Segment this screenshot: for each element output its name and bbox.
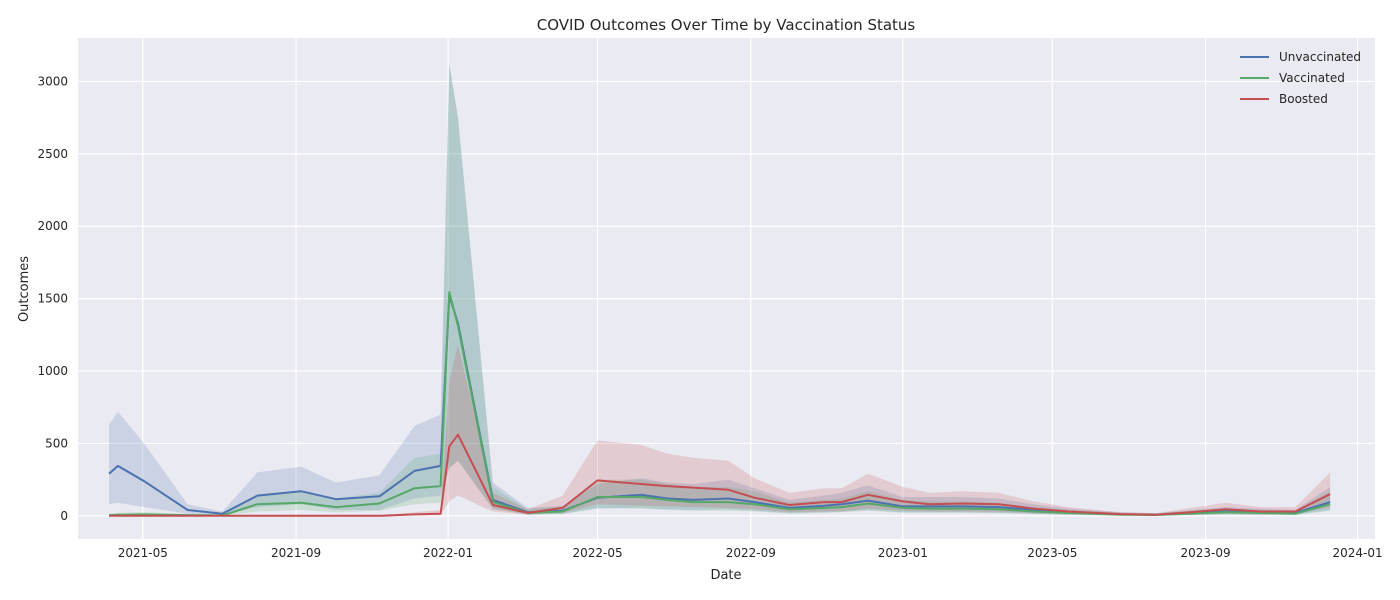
x-tick-label: 2022-05 (572, 546, 622, 560)
x-axis-ticks: 2021-05 2021-09 2022-01 2022-05 2022-09 2023-… (118, 546, 1383, 560)
plot-area (78, 38, 1375, 539)
y-tick-label: 0 (60, 509, 68, 523)
y-axis-label: Outcomes (17, 256, 32, 322)
x-tick-label: 2022-01 (423, 546, 473, 560)
y-tick-label: 2500 (37, 147, 68, 161)
x-axis-label: Date (710, 568, 741, 583)
x-tick-label: 2021-09 (271, 546, 321, 560)
x-tick-label: 2023-01 (878, 546, 928, 560)
boosted-confidence-band (109, 345, 1331, 516)
y-tick-label: 1000 (37, 364, 68, 378)
x-tick-label: 2023-05 (1027, 546, 1077, 560)
legend-label-vaccinated: Vaccinated (1279, 71, 1345, 85)
y-tick-label: 3000 (37, 74, 68, 88)
confidence-bands (109, 64, 1331, 516)
x-tick-label: 2021-05 (118, 546, 168, 560)
series-lines (108, 291, 1331, 517)
boosted-line (109, 433, 1331, 517)
legend-label-boosted: Boosted (1279, 92, 1328, 106)
x-tick-label: 2024-01 (1332, 546, 1382, 560)
chart-title: COVID Outcomes Over Time by Vaccination … (537, 16, 916, 34)
gridlines (78, 38, 1375, 539)
y-tick-label: 2000 (37, 219, 68, 233)
legend: Unvaccinated Vaccinated Boosted (1240, 50, 1361, 106)
legend-label-unvaccinated: Unvaccinated (1279, 50, 1361, 64)
x-tick-label: 2023-09 (1180, 546, 1230, 560)
y-tick-label: 1500 (37, 292, 68, 306)
y-tick-label: 500 (45, 436, 68, 450)
y-axis-ticks: 0 500 1000 1500 2000 2500 3000 (37, 74, 68, 522)
x-tick-label: 2022-09 (726, 546, 776, 560)
